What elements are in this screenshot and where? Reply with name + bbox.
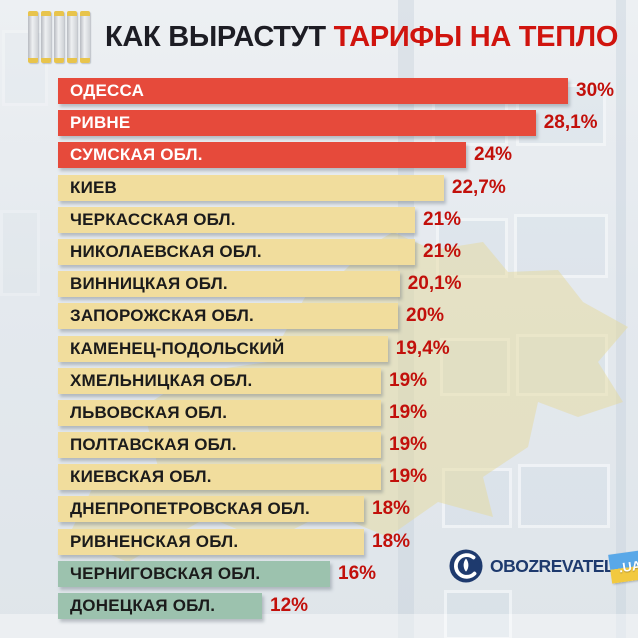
bar-label: ЛЬВОВСКАЯ ОБЛ. (70, 402, 228, 422)
bar: СУМСКАЯ ОБЛ. (58, 142, 466, 169)
bar-value: 16% (338, 562, 377, 584)
bar-value: 21% (423, 208, 462, 230)
bar-label: ВИННИЦКАЯ ОБЛ. (70, 274, 228, 294)
globe-icon (449, 549, 483, 583)
bar-value: 19% (389, 434, 428, 456)
bar-row: ЛЬВОВСКАЯ ОБЛ. 19% (58, 399, 638, 426)
bar-row: КАМЕНЕЦ-ПОДОЛЬСКИЙ 19,4% (58, 335, 638, 362)
bar-label: ДНЕПРОПЕТРОВСКАЯ ОБЛ. (70, 499, 310, 519)
bar-label: ДОНЕЦКАЯ ОБЛ. (70, 596, 216, 615)
bar-row: НИКОЛАЕВСКАЯ ОБЛ. 21% (58, 238, 638, 265)
bar: РИВНЕНСКАЯ ОБЛ. (58, 528, 364, 555)
bar-value: 28,1% (543, 112, 598, 134)
bar-label: ХМЕЛЬНИЦКАЯ ОБЛ. (70, 370, 253, 390)
bar-value: 12% (270, 595, 309, 616)
logo-suffix: .UA (618, 557, 638, 575)
bar-label: КИЕВ (70, 177, 118, 197)
bar-label: НИКОЛАЕВСКАЯ ОБЛ. (70, 241, 262, 261)
bar: ХМЕЛЬНИЦКАЯ ОБЛ. (58, 367, 381, 394)
bar-row: ПОЛТАВСКАЯ ОБЛ. 19% (58, 432, 638, 459)
bar-value: 19,4% (395, 337, 450, 359)
bar-label: СУМСКАЯ ОБЛ. (70, 145, 203, 165)
bar-row: РИВНЕ 28,1% (58, 110, 638, 137)
bar: ЧЕРНИГОВСКАЯ ОБЛ. (58, 560, 330, 587)
ukraine-flag-badge: .UA (608, 548, 638, 584)
bar-row: КИЕВСКАЯ ОБЛ. 19% (58, 464, 638, 491)
bar-value: 21% (423, 240, 462, 262)
bar: РИВНЕ (58, 110, 536, 137)
bar-value: 20,1% (407, 273, 462, 295)
bar-label: ЧЕРНИГОВСКАЯ ОБЛ. (70, 563, 261, 583)
bar-row: ДОНЕЦКАЯ ОБЛ. 12% (58, 593, 638, 619)
bar: ВИННИЦКАЯ ОБЛ. (58, 271, 400, 298)
bar-value: 18% (372, 530, 411, 552)
obozrevatel-logo: OBOZREVATEL .UA (449, 548, 638, 584)
bar: ЧЕРКАССКАЯ ОБЛ. (58, 206, 415, 233)
bar-row: ДНЕПРОПЕТРОВСКАЯ ОБЛ. 18% (58, 496, 638, 523)
bar-value: 18% (372, 498, 411, 520)
page-title: КАК ВЫРАСТУТ ТАРИФЫ НА ТЕПЛО (105, 21, 618, 54)
bar-row: ЗАПОРОЖСКАЯ ОБЛ. 20% (58, 303, 638, 330)
radiator-icon (28, 11, 90, 63)
tariff-bar-chart: ОДЕССА 30% РИВНЕ 28,1% СУМСКАЯ ОБЛ. 24% КИЕВ 22… (58, 78, 638, 625)
bar: ЗАПОРОЖСКАЯ ОБЛ. (58, 303, 398, 330)
bar-row: СУМСКАЯ ОБЛ. 24% (58, 142, 638, 169)
bar-label: КИЕВСКАЯ ОБЛ. (70, 467, 212, 487)
bar-label: ПОЛТАВСКАЯ ОБЛ. (70, 435, 237, 455)
bar: ДНЕПРОПЕТРОВСКАЯ ОБЛ. (58, 496, 364, 523)
bar: ДОНЕЦКАЯ ОБЛ. (58, 593, 262, 619)
bar-label: РИВНЕНСКАЯ ОБЛ. (70, 531, 239, 551)
bar-row: ЧЕРКАССКАЯ ОБЛ. 21% (58, 206, 638, 233)
bar: ЛЬВОВСКАЯ ОБЛ. (58, 399, 381, 426)
bar: ПОЛТАВСКАЯ ОБЛ. (58, 432, 381, 459)
title-red-part: ТАРИФЫ НА ТЕПЛО (333, 20, 619, 53)
bar-label: ОДЕССА (70, 81, 145, 100)
logo-wordmark: OBOZREVATEL (490, 555, 615, 576)
bar-value: 19% (389, 401, 428, 423)
bar-row: ХМЕЛЬНИЦКАЯ ОБЛ. 19% (58, 367, 638, 394)
bar-value: 19% (389, 369, 428, 391)
bar-label: РИВНЕ (70, 113, 131, 133)
bar-value: 24% (474, 144, 513, 166)
bar: КАМЕНЕЦ-ПОДОЛЬСКИЙ (58, 335, 388, 362)
bar: ОДЕССА (58, 78, 568, 104)
bar: КИЕВ (58, 174, 444, 201)
bar: НИКОЛАЕВСКАЯ ОБЛ. (58, 238, 415, 265)
bar-row: КИЕВ 22,7% (58, 174, 638, 201)
bar-row: РИВНЕНСКАЯ ОБЛ. 18% (58, 528, 638, 555)
bar: КИЕВСКАЯ ОБЛ. (58, 464, 381, 491)
bar-label: ЗАПОРОЖСКАЯ ОБЛ. (70, 306, 254, 326)
bar-row: ОДЕССА 30% (58, 78, 638, 104)
bar-value: 20% (406, 305, 445, 327)
bar-row: ЧЕРНИГОВСКАЯ ОБЛ. 16% (58, 560, 638, 587)
bar-label: КАМЕНЕЦ-ПОДОЛЬСКИЙ (70, 338, 285, 358)
header: КАК ВЫРАСТУТ ТАРИФЫ НА ТЕПЛО (28, 8, 618, 66)
title-dark-part: КАК ВЫРАСТУТ (105, 20, 326, 53)
bar-value: 19% (389, 466, 428, 488)
bar-value: 30% (576, 80, 615, 101)
bar-value: 22,7% (451, 176, 506, 198)
bar-label: ЧЕРКАССКАЯ ОБЛ. (70, 209, 236, 229)
bar-row: ВИННИЦКАЯ ОБЛ. 20,1% (58, 271, 638, 298)
window-pane (0, 210, 40, 296)
